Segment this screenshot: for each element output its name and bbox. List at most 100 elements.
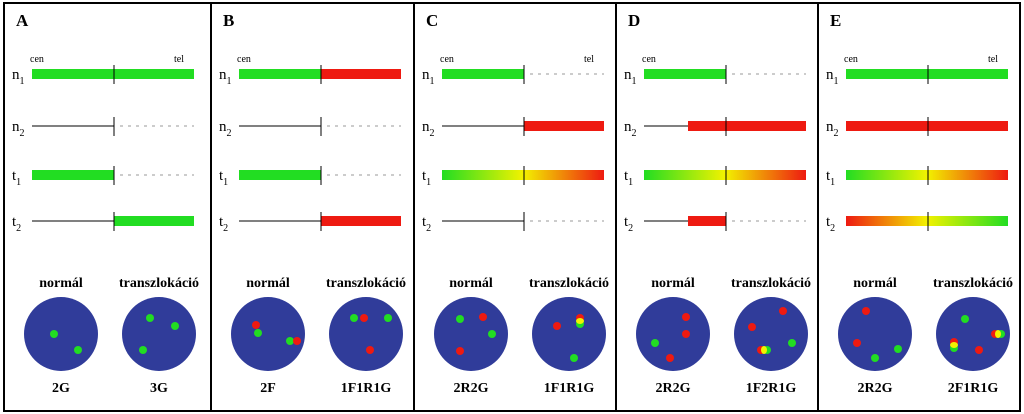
fish-signal xyxy=(553,322,561,330)
row-base: t xyxy=(12,168,17,184)
fish-signal xyxy=(286,337,294,345)
signal-bar xyxy=(239,170,321,180)
row-base: t xyxy=(826,214,831,230)
fusion-signal xyxy=(576,318,584,324)
row-base: t xyxy=(422,214,427,230)
signal-bar xyxy=(442,69,524,79)
signal-bar xyxy=(114,216,194,226)
row-base: n xyxy=(12,119,20,135)
fusion-signal xyxy=(995,330,1001,338)
fish-signal xyxy=(350,314,358,322)
fish-signal xyxy=(488,330,496,338)
signal-bar xyxy=(524,121,604,131)
nucleus xyxy=(838,297,912,371)
row-base: n xyxy=(422,119,430,135)
nucleus xyxy=(936,297,1010,371)
fish-signal xyxy=(853,339,861,347)
row-base: n xyxy=(12,67,20,83)
signal-bar xyxy=(846,121,1008,131)
row-base: n xyxy=(219,67,227,83)
signal-bar xyxy=(442,170,604,180)
fish-signal xyxy=(366,346,374,354)
fish-signal xyxy=(254,329,262,337)
fish-signal xyxy=(293,337,301,345)
row-sub: 2 xyxy=(20,128,25,139)
signal-bar xyxy=(32,69,114,79)
row-label: t2 xyxy=(12,214,21,234)
nucleus xyxy=(734,297,808,371)
row-sub: 2 xyxy=(426,223,431,234)
fish-signal xyxy=(171,322,179,330)
signal-bar xyxy=(846,216,1008,226)
nucleus xyxy=(434,297,508,371)
fusion-signal xyxy=(950,342,958,348)
row-sub: 2 xyxy=(628,223,633,234)
row-sub: 1 xyxy=(16,177,21,188)
row-label: n1 xyxy=(219,67,232,87)
translocation-caption: transzlokáció xyxy=(529,276,609,291)
row-label: n2 xyxy=(219,119,232,139)
translocation-code: 1F1R1G xyxy=(341,381,392,396)
row-label: n1 xyxy=(422,67,435,87)
row-base: n xyxy=(624,67,632,83)
row-label: t2 xyxy=(826,214,835,234)
fish-signal xyxy=(74,346,82,354)
nucleus xyxy=(532,297,606,371)
row-base: t xyxy=(219,214,224,230)
row-sub: 2 xyxy=(16,223,21,234)
fish-signal xyxy=(139,346,147,354)
panel-label: D xyxy=(628,11,640,30)
row-sub: 1 xyxy=(632,76,637,87)
row-base: t xyxy=(826,168,831,184)
row-sub: 2 xyxy=(227,128,232,139)
row-label: t1 xyxy=(422,168,431,188)
row-sub: 2 xyxy=(830,223,835,234)
fish-signal xyxy=(682,330,690,338)
row-label: n1 xyxy=(624,67,637,87)
nucleus xyxy=(329,297,403,371)
row-label: n2 xyxy=(624,119,637,139)
row-label: t1 xyxy=(12,168,21,188)
fish-signal xyxy=(651,339,659,347)
signal-bar xyxy=(321,216,401,226)
fish-signal xyxy=(456,315,464,323)
normal-caption: normál xyxy=(39,276,83,291)
signal-bar xyxy=(644,69,726,79)
row-base: t xyxy=(624,214,629,230)
cen-label: cen xyxy=(440,54,454,65)
panel-label: C xyxy=(426,11,438,30)
nucleus xyxy=(24,297,98,371)
translocation-code: 1F1R1G xyxy=(544,381,595,396)
fish-signal xyxy=(894,345,902,353)
translocation-caption: transzlokáció xyxy=(119,276,199,291)
row-label: t1 xyxy=(219,168,228,188)
row-base: t xyxy=(624,168,629,184)
fish-signal xyxy=(479,313,487,321)
row-base: n xyxy=(624,119,632,135)
fish-signal xyxy=(862,307,870,315)
normal-caption: normál xyxy=(246,276,290,291)
tel-label: tel xyxy=(174,54,184,65)
fish-signal xyxy=(682,313,690,321)
fish-signal xyxy=(779,307,787,315)
row-sub: 1 xyxy=(834,76,839,87)
normal-caption: normál xyxy=(853,276,897,291)
normal-code: 2R2G xyxy=(454,381,489,396)
row-sub: 1 xyxy=(20,76,25,87)
row-label: n2 xyxy=(826,119,839,139)
normal-code: 2R2G xyxy=(858,381,893,396)
fish-signal xyxy=(360,314,368,322)
fish-signal xyxy=(570,354,578,362)
normal-caption: normál xyxy=(651,276,695,291)
nucleus xyxy=(636,297,710,371)
row-label: t1 xyxy=(624,168,633,188)
translocation-caption: transzlokáció xyxy=(326,276,406,291)
normal-caption: normál xyxy=(449,276,493,291)
row-sub: 2 xyxy=(223,223,228,234)
normal-code: 2R2G xyxy=(656,381,691,396)
row-base: n xyxy=(422,67,430,83)
row-sub: 1 xyxy=(628,177,633,188)
translocation-caption: transzlokáció xyxy=(731,276,811,291)
signal-bar xyxy=(32,170,114,180)
